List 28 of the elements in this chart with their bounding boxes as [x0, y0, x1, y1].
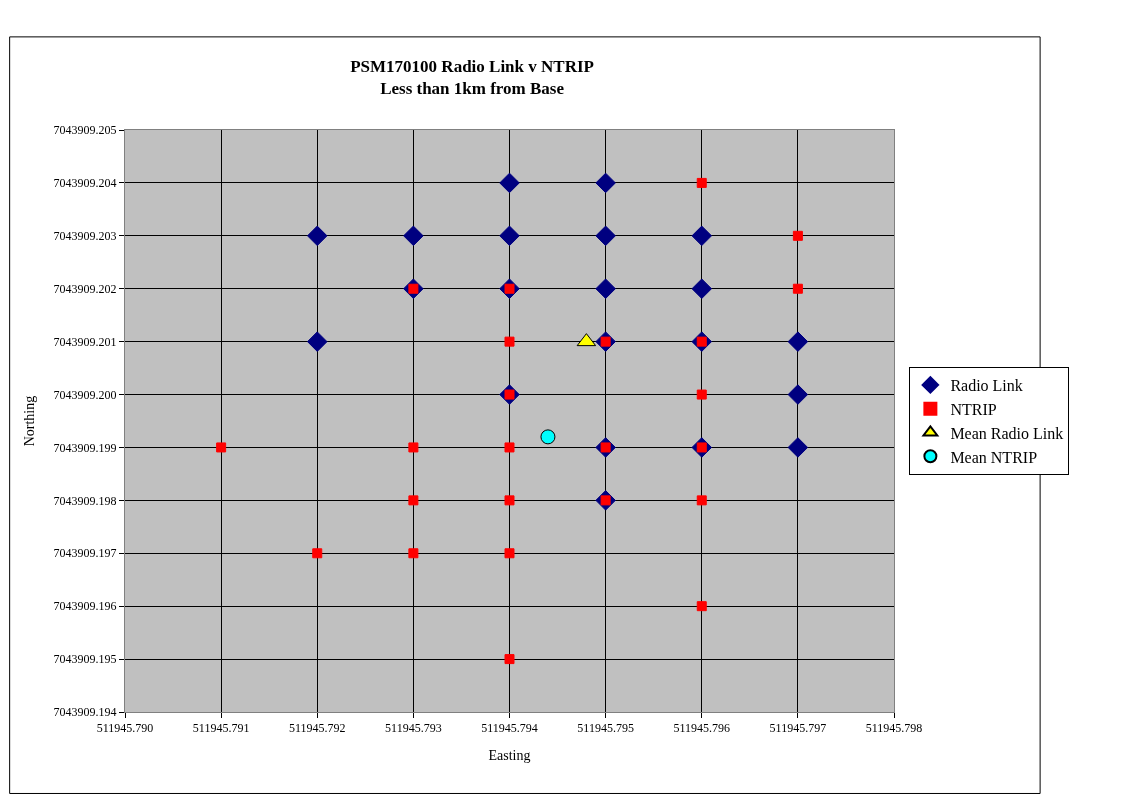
y-tick-label: 7043909.197	[53, 546, 117, 561]
legend-label: Mean NTRIP	[950, 448, 1038, 466]
legend-label: Radio Link	[950, 377, 1023, 395]
y-tick-label: 7043909.203	[53, 229, 117, 244]
y-tick-label: 7043909.202	[53, 281, 117, 296]
y-tick-label: 7043909.196	[53, 599, 117, 614]
x-tick-label: 511945.797	[769, 721, 827, 736]
x-axis-title: Easting	[488, 747, 531, 763]
x-tick-label: 511945.790	[96, 721, 154, 736]
y-tick-label: 7043909.201	[53, 334, 117, 349]
chart-title: PSM170100 Radio Link v NTRIP Less than 1km from Base	[350, 57, 594, 99]
y-tick-label: 7043909.204	[53, 176, 117, 191]
x-tick-label: 511945.795	[577, 721, 634, 736]
y-tick-label: 7043909.198	[53, 493, 117, 508]
x-tick-label: 511945.791	[192, 721, 250, 736]
y-tick-label: 7043909.199	[53, 440, 117, 455]
x-tick-label: 511945.793	[385, 721, 442, 736]
x-tick-label: 511945.796	[673, 721, 731, 736]
y-tick-label: 7043909.194	[53, 705, 117, 720]
x-tick-label: 511945.792	[288, 721, 346, 736]
y-axis-title: Northing	[22, 395, 38, 447]
legend-label: Mean Radio Link	[950, 424, 1064, 442]
y-tick-label: 7043909.205	[53, 123, 117, 138]
y-tick-label: 7043909.200	[53, 387, 117, 402]
y-tick-label: 7043909.195	[53, 652, 117, 667]
x-tick-label: 511945.794	[481, 721, 538, 736]
legend-label: NTRIP	[950, 400, 997, 418]
x-tick-label: 511945.798	[865, 721, 923, 736]
